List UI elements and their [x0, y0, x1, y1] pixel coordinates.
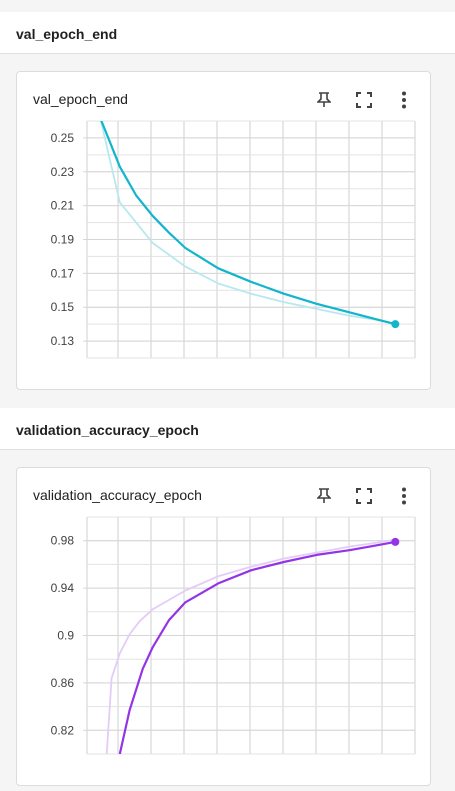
- more-vert-icon: [402, 487, 406, 505]
- card-toolbar: [296, 88, 416, 112]
- chart-card-validation-accuracy-epoch: validation_accuracy_epoch 0.98 0.94 0.9 0.8…: [16, 467, 431, 786]
- series-end-point: [391, 320, 400, 329]
- card-title: val_epoch_end: [33, 91, 128, 107]
- card-title: validation_accuracy_epoch: [33, 487, 202, 503]
- chart-card-val-epoch-end: val_epoch_end 0.25 0.23 0.21 0.19 0.17 0.15 0.…: [16, 71, 431, 390]
- y-tick-label: 0.17: [51, 266, 75, 280]
- series-line-raw: [99, 121, 396, 325]
- series-line-smoothed: [100, 121, 396, 326]
- section-title: val_epoch_end: [16, 26, 118, 42]
- more-button[interactable]: [392, 88, 416, 112]
- pin-button[interactable]: [312, 484, 336, 508]
- series-line-raw: [105, 538, 396, 754]
- y-tick-label: 0.15: [51, 300, 75, 314]
- pin-icon: [317, 92, 331, 107]
- y-tick-label: 0.23: [51, 165, 75, 179]
- series-line-smoothed: [118, 540, 396, 754]
- loss-line-chart[interactable]: 0.25 0.23 0.21 0.19 0.17 0.15 0.13: [17, 72, 430, 389]
- y-tick-label: 0.9: [57, 629, 74, 643]
- more-vert-icon: [402, 91, 406, 109]
- section-header-val-epoch-end[interactable]: val_epoch_end: [0, 12, 455, 54]
- section-header-validation-accuracy-epoch[interactable]: validation_accuracy_epoch: [0, 408, 455, 450]
- accuracy-line-chart[interactable]: 0.98 0.94 0.9 0.86 0.82: [17, 468, 430, 785]
- y-tick-label: 0.98: [51, 534, 75, 548]
- fullscreen-icon: [356, 488, 372, 504]
- fullscreen-button[interactable]: [352, 484, 376, 508]
- series-end-point: [391, 537, 400, 546]
- y-tick-label: 0.19: [51, 233, 75, 247]
- card-toolbar: [296, 484, 416, 508]
- pin-button[interactable]: [312, 88, 336, 112]
- y-tick-label: 0.21: [51, 199, 75, 213]
- more-button[interactable]: [392, 484, 416, 508]
- y-tick-label: 0.94: [51, 581, 75, 595]
- fullscreen-button[interactable]: [352, 88, 376, 112]
- pin-icon: [317, 488, 331, 503]
- fullscreen-icon: [356, 92, 372, 108]
- y-tick-label: 0.13: [51, 334, 75, 348]
- y-tick-label: 0.86: [51, 676, 75, 690]
- y-tick-label: 0.82: [51, 723, 75, 737]
- section-title: validation_accuracy_epoch: [16, 422, 199, 438]
- y-tick-label: 0.25: [51, 131, 75, 145]
